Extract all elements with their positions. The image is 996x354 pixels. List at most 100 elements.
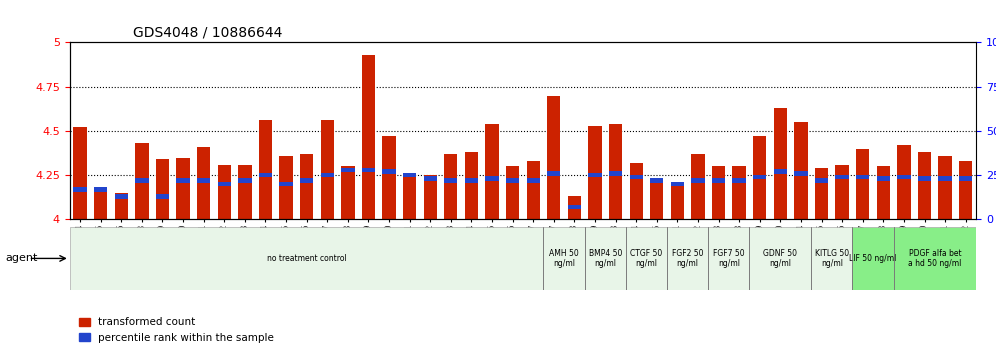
Bar [176, 178, 189, 183]
Bar [650, 181, 663, 219]
Bar [670, 182, 684, 186]
Bar [629, 163, 642, 219]
Bar [238, 165, 252, 219]
Text: no treatment control: no treatment control [267, 254, 347, 263]
Bar [527, 178, 540, 183]
FancyBboxPatch shape [893, 227, 976, 290]
Bar [197, 178, 210, 183]
Bar [527, 161, 540, 219]
Bar [506, 166, 519, 219]
Bar [609, 171, 622, 176]
Bar [135, 143, 148, 219]
Text: BMP4 50
ng/ml: BMP4 50 ng/ml [589, 249, 622, 268]
Bar [691, 154, 705, 219]
Bar [341, 166, 355, 219]
Bar [876, 176, 890, 181]
Bar [279, 156, 293, 219]
Text: LIF 50 ng/ml: LIF 50 ng/ml [850, 254, 896, 263]
Bar [568, 205, 581, 209]
Bar [589, 126, 602, 219]
Bar [403, 173, 416, 177]
Bar [74, 127, 87, 219]
Bar [135, 178, 148, 183]
Bar [444, 178, 457, 183]
Bar [732, 178, 746, 183]
Text: agent: agent [5, 253, 38, 263]
Bar [155, 194, 169, 199]
Bar [423, 175, 437, 219]
Text: FGF7 50
ng/ml: FGF7 50 ng/ml [713, 249, 745, 268]
Bar [382, 136, 395, 219]
Text: CTGF 50
ng/ml: CTGF 50 ng/ml [630, 249, 662, 268]
Bar [589, 173, 602, 177]
Bar [300, 178, 314, 183]
Bar [918, 152, 931, 219]
Bar [341, 167, 355, 172]
FancyBboxPatch shape [544, 227, 585, 290]
Bar [197, 147, 210, 219]
Text: FGF2 50
ng/ml: FGF2 50 ng/ml [672, 249, 703, 268]
Bar [938, 156, 952, 219]
FancyBboxPatch shape [853, 227, 893, 290]
Bar [155, 159, 169, 219]
Bar [774, 170, 787, 174]
Bar [815, 178, 829, 183]
Bar [485, 176, 499, 181]
Text: KITLG 50
ng/ml: KITLG 50 ng/ml [815, 249, 849, 268]
Bar [485, 124, 499, 219]
Bar [938, 176, 952, 181]
Bar [465, 152, 478, 219]
Bar [423, 176, 437, 181]
Bar [568, 196, 581, 219]
FancyBboxPatch shape [625, 227, 667, 290]
FancyBboxPatch shape [749, 227, 812, 290]
Bar [876, 166, 890, 219]
Bar [753, 136, 767, 219]
Text: PDGF alfa bet
a hd 50 ng/ml: PDGF alfa bet a hd 50 ng/ml [908, 249, 961, 268]
Text: GDS4048 / 10886644: GDS4048 / 10886644 [133, 26, 283, 40]
Bar [836, 165, 849, 219]
Bar [465, 178, 478, 183]
Bar [217, 182, 231, 186]
Bar [897, 175, 910, 179]
FancyBboxPatch shape [70, 227, 544, 290]
Bar [774, 108, 787, 219]
Bar [259, 173, 272, 177]
Bar [444, 154, 457, 219]
Bar [115, 194, 127, 199]
FancyBboxPatch shape [667, 227, 708, 290]
FancyBboxPatch shape [812, 227, 853, 290]
Bar [691, 178, 705, 183]
Bar [629, 175, 642, 179]
Bar [959, 161, 972, 219]
Bar [547, 96, 561, 219]
Bar [712, 166, 725, 219]
Bar [650, 178, 663, 183]
Bar [382, 170, 395, 174]
Bar [362, 167, 375, 172]
FancyBboxPatch shape [708, 227, 749, 290]
Bar [794, 171, 808, 176]
Bar [836, 175, 849, 179]
Bar [300, 154, 314, 219]
Bar [918, 176, 931, 181]
Bar [897, 145, 910, 219]
Text: AMH 50
ng/ml: AMH 50 ng/ml [549, 249, 579, 268]
Bar [732, 166, 746, 219]
Bar [857, 175, 870, 179]
Bar [176, 158, 189, 219]
Bar [857, 149, 870, 219]
Bar [670, 182, 684, 219]
Bar [794, 122, 808, 219]
Bar [238, 178, 252, 183]
Bar [959, 176, 972, 181]
Bar [279, 182, 293, 186]
Bar [609, 124, 622, 219]
Bar [115, 193, 127, 219]
Legend: transformed count, percentile rank within the sample: transformed count, percentile rank withi… [75, 313, 278, 347]
Bar [94, 188, 108, 219]
Bar [259, 120, 272, 219]
Text: GDNF 50
ng/ml: GDNF 50 ng/ml [763, 249, 798, 268]
Bar [815, 168, 829, 219]
Bar [321, 173, 334, 177]
